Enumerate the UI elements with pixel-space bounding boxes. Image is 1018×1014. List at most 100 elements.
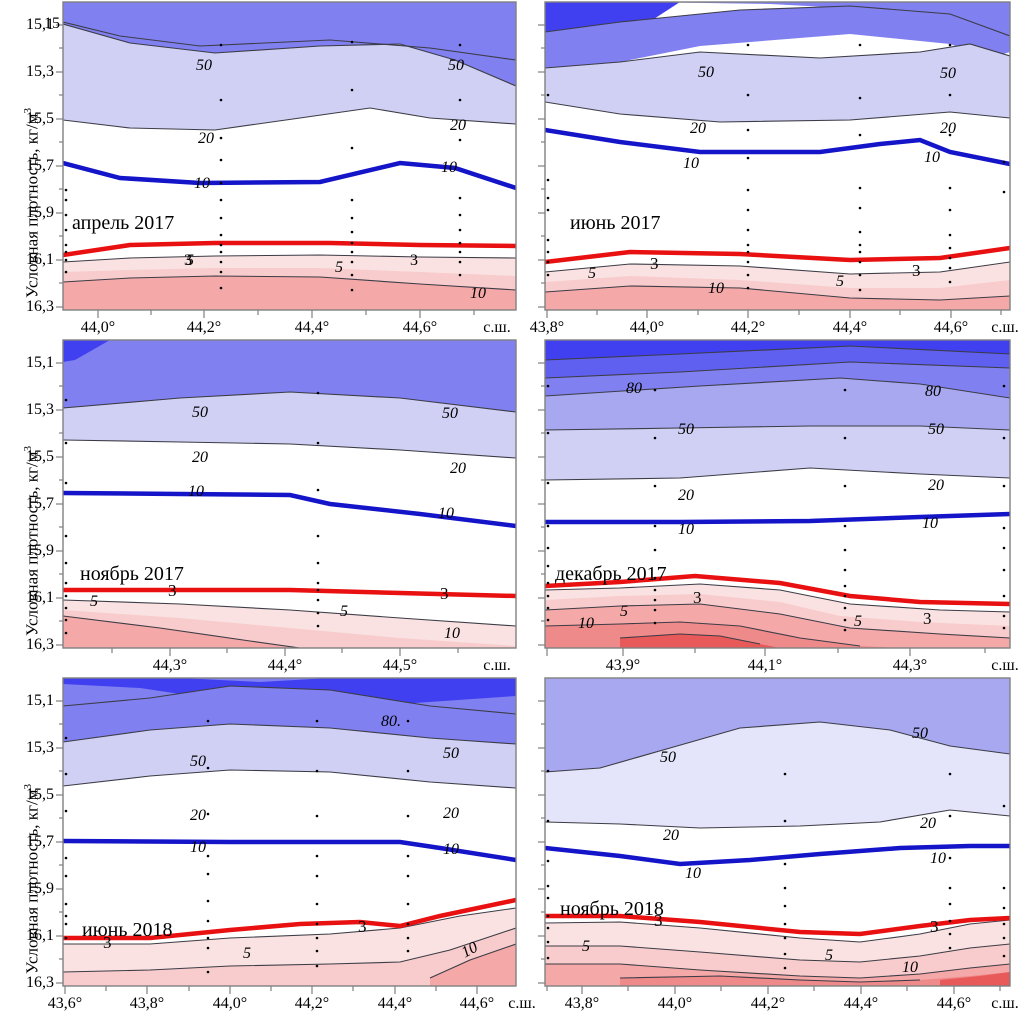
panel-title: июнь 2017: [570, 212, 661, 234]
x-tick: 43,8°: [129, 995, 165, 1012]
contour-label-3b: 3: [912, 261, 921, 280]
contour-label: 10: [190, 839, 206, 856]
contour-label-3a: 3: [654, 911, 663, 930]
contour-label: 50: [442, 405, 458, 422]
x-tick: 44,4°: [377, 995, 413, 1012]
panel-november-2018: 50 50 20 20 10 10 5 5 10 3 3: [520, 676, 1018, 1014]
contour-label-3b: 3: [923, 609, 932, 628]
contour-label: 10: [578, 615, 594, 632]
contour-label: 20: [940, 120, 956, 137]
x-tick: 44,2°: [750, 995, 786, 1012]
x-tick: 44,3°: [892, 657, 928, 674]
contour-label: 5: [340, 603, 348, 620]
plot-area-june-2017: 50 50 20 20 10 10 5 5 10 3 3: [538, 1, 1011, 318]
y-axis-label: Условная плотность, кг/м3: [22, 783, 42, 974]
x-tick: 44,0°: [212, 995, 248, 1012]
x-axis-suffix: с.ш.: [508, 995, 536, 1012]
y-tick-label: 15: [44, 15, 60, 32]
contour-label: 10: [902, 959, 918, 976]
x-tick: 43,8°: [564, 995, 600, 1012]
contour-label: 5: [335, 259, 343, 276]
x-axis-suffix: с.ш.: [991, 995, 1018, 1012]
contour-label: 10: [459, 939, 481, 962]
plot-area-november-2017: 50 50 20 20 10 10 5 5 10 3 3: [56, 339, 517, 656]
y-tick: 15,1: [26, 16, 54, 33]
contour-label: 50: [698, 64, 714, 81]
panel-title: ноябрь 2017: [80, 563, 184, 585]
contour-label-3a: 3: [168, 581, 177, 600]
panel-title: декабрь 2017: [555, 563, 667, 585]
x-tick: 44,6°: [936, 995, 972, 1012]
x-tick: 44,4°: [294, 319, 330, 336]
contour-label: 10: [922, 515, 938, 532]
contour-label: 10: [708, 280, 724, 297]
contour-label: 20: [450, 117, 466, 134]
x-tick: 44,6°: [459, 995, 495, 1012]
x-tick: 43,9°: [605, 657, 641, 674]
contour-label: 20: [192, 449, 208, 466]
contour-label: 10: [438, 505, 454, 522]
contour-label: 10: [685, 865, 701, 882]
contour-label: 10: [441, 159, 457, 176]
x-tick: 44,4°: [267, 657, 303, 674]
contour-label-3a: 3: [693, 588, 702, 607]
panel-june-2017: 50 50 20 20 10 10 5 5 10 3 3: [520, 0, 1018, 340]
y-tick: 15,7: [26, 833, 54, 850]
y-tick: 15,9: [26, 880, 54, 897]
x-tick: 44,6°: [402, 319, 438, 336]
contour-label-3b: 3: [410, 252, 418, 269]
x-axis-suffix: с.ш.: [991, 319, 1018, 336]
y-tick: 15,7: [26, 495, 54, 512]
y-tick: 15,9: [26, 204, 54, 221]
contour-label: 10: [678, 521, 694, 538]
contour-label: 5: [582, 938, 590, 955]
contour-label: 20: [920, 815, 936, 832]
contour-label: 50: [192, 404, 208, 421]
x-tick: 44,2°: [730, 319, 766, 336]
contour-label: 50: [928, 421, 944, 438]
panel-title: июнь 2018: [82, 919, 173, 941]
plot-area-november-2018: 50 50 20 20 10 10 5 5 10 3 3: [538, 677, 1011, 994]
panel-november-2017: Условная плотность, кг/м3: [0, 338, 520, 678]
contour-label: 5: [588, 265, 596, 282]
y-axis-label: Условная плотность, кг/м3: [22, 107, 42, 298]
y-tick: 16,3: [26, 974, 54, 991]
plot-area-june-2018: 80. 50 50 20 20 10 10 5 10 3 3: [56, 677, 517, 994]
y-tick: 15,7: [26, 157, 54, 174]
contour-label: 20: [190, 807, 206, 824]
contour-label: 50: [912, 725, 928, 742]
panel-title: апрель 2017: [72, 212, 175, 234]
contour-label: 5: [620, 603, 628, 620]
x-tick: 44,4°: [843, 995, 879, 1012]
contour-label: 50: [940, 65, 956, 82]
y-axis-label: Условная плотность, кг/м3: [22, 445, 42, 636]
contour-label: 80.: [381, 713, 401, 730]
x-tick: 44,5°: [382, 657, 418, 674]
contour-label: 10: [194, 175, 210, 192]
y-tick: 16,1: [26, 251, 54, 268]
panel-december-2017: 80 80 50 50 20 20 10 10 5 5 10 3 3: [520, 338, 1018, 678]
contour-label: 10: [924, 149, 940, 166]
x-tick: 44,2°: [294, 995, 330, 1012]
contour-label: 50: [678, 421, 694, 438]
panel-june-2018: Условная плотность, кг/м3: [0, 676, 536, 1014]
x-axis-suffix: с.ш.: [483, 657, 511, 674]
contour-label: 20: [443, 805, 459, 822]
y-tick: 16,3: [26, 298, 54, 315]
contour-label: 50: [196, 57, 212, 74]
y-tick: 15,1: [26, 692, 54, 709]
contour-label: 5: [836, 273, 844, 290]
contour-label: 20: [450, 460, 466, 477]
x-axis-suffix: с.ш.: [483, 319, 511, 336]
y-tick: 15,5: [26, 110, 54, 127]
panel-title: ноябрь 2018: [560, 898, 664, 920]
y-tick: 16,1: [26, 927, 54, 944]
contour-label: 80: [925, 383, 941, 400]
contour-label: 10: [188, 483, 204, 500]
contour-label: 10: [470, 285, 486, 302]
contour-label-3b: 3: [358, 917, 367, 936]
contour-label: 10: [683, 155, 699, 172]
contour-label: 20: [928, 477, 944, 494]
x-tick: 44,3°: [152, 657, 188, 674]
